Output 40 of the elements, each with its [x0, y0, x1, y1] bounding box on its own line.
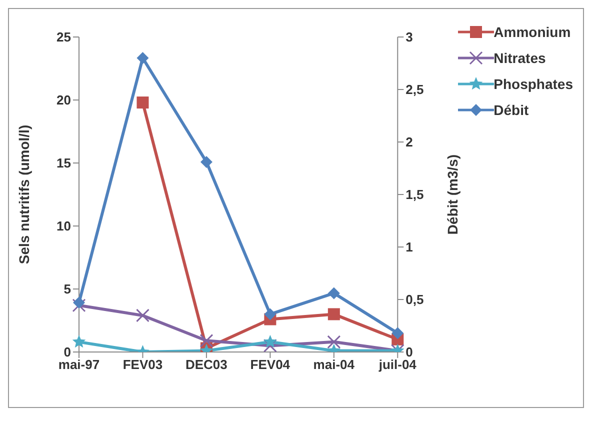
y-tick-label: 10: [56, 218, 71, 234]
legend-label: Phosphates: [494, 76, 573, 92]
point: [136, 308, 150, 322]
y-tick-label: 20: [56, 92, 71, 108]
y-tick-label: 15: [56, 156, 71, 171]
point: [328, 308, 340, 320]
y2-tick-label: 2,5: [406, 82, 424, 98]
point: [73, 296, 85, 309]
x-tick-label: FEV03: [122, 357, 163, 372]
point: [264, 308, 276, 320]
point: [200, 156, 212, 168]
legend-label: Nitrates: [494, 50, 546, 66]
x-tick-label: DEC03: [185, 357, 228, 372]
y2-tick-label: 1: [406, 240, 413, 255]
y-tick-label: 5: [64, 282, 71, 297]
x-tick-label: FEV04: [250, 357, 291, 372]
y2-tick-label: 1,5: [406, 187, 424, 202]
point: [72, 298, 86, 312]
y2-tick-label: 0: [406, 344, 413, 360]
y2-tick-label: 2: [406, 134, 413, 150]
point: [136, 52, 149, 64]
y2-tick-label: 3: [406, 30, 413, 45]
y-tick-label: 25: [56, 30, 71, 45]
point: [263, 338, 277, 352]
y2-tick-label: 0,5: [406, 292, 424, 308]
point: [328, 287, 340, 300]
point: [327, 335, 341, 349]
y-tick-label: 0: [64, 344, 71, 360]
point: [200, 334, 214, 348]
legend-label: Ammonium: [494, 24, 571, 40]
point: [136, 96, 149, 109]
y-axis-title: Sels nutritifs (umol/l): [16, 124, 32, 264]
x-tick-label: mai-04: [313, 357, 356, 372]
x-tick-label: juil-04: [378, 357, 418, 372]
point: [72, 334, 86, 348]
x-tick-label: mai-97: [58, 357, 100, 372]
point: [392, 327, 404, 340]
y2-axis-title: Débit (m3/s): [444, 154, 461, 235]
point: [264, 334, 277, 348]
legend-label: Débit: [494, 102, 529, 118]
